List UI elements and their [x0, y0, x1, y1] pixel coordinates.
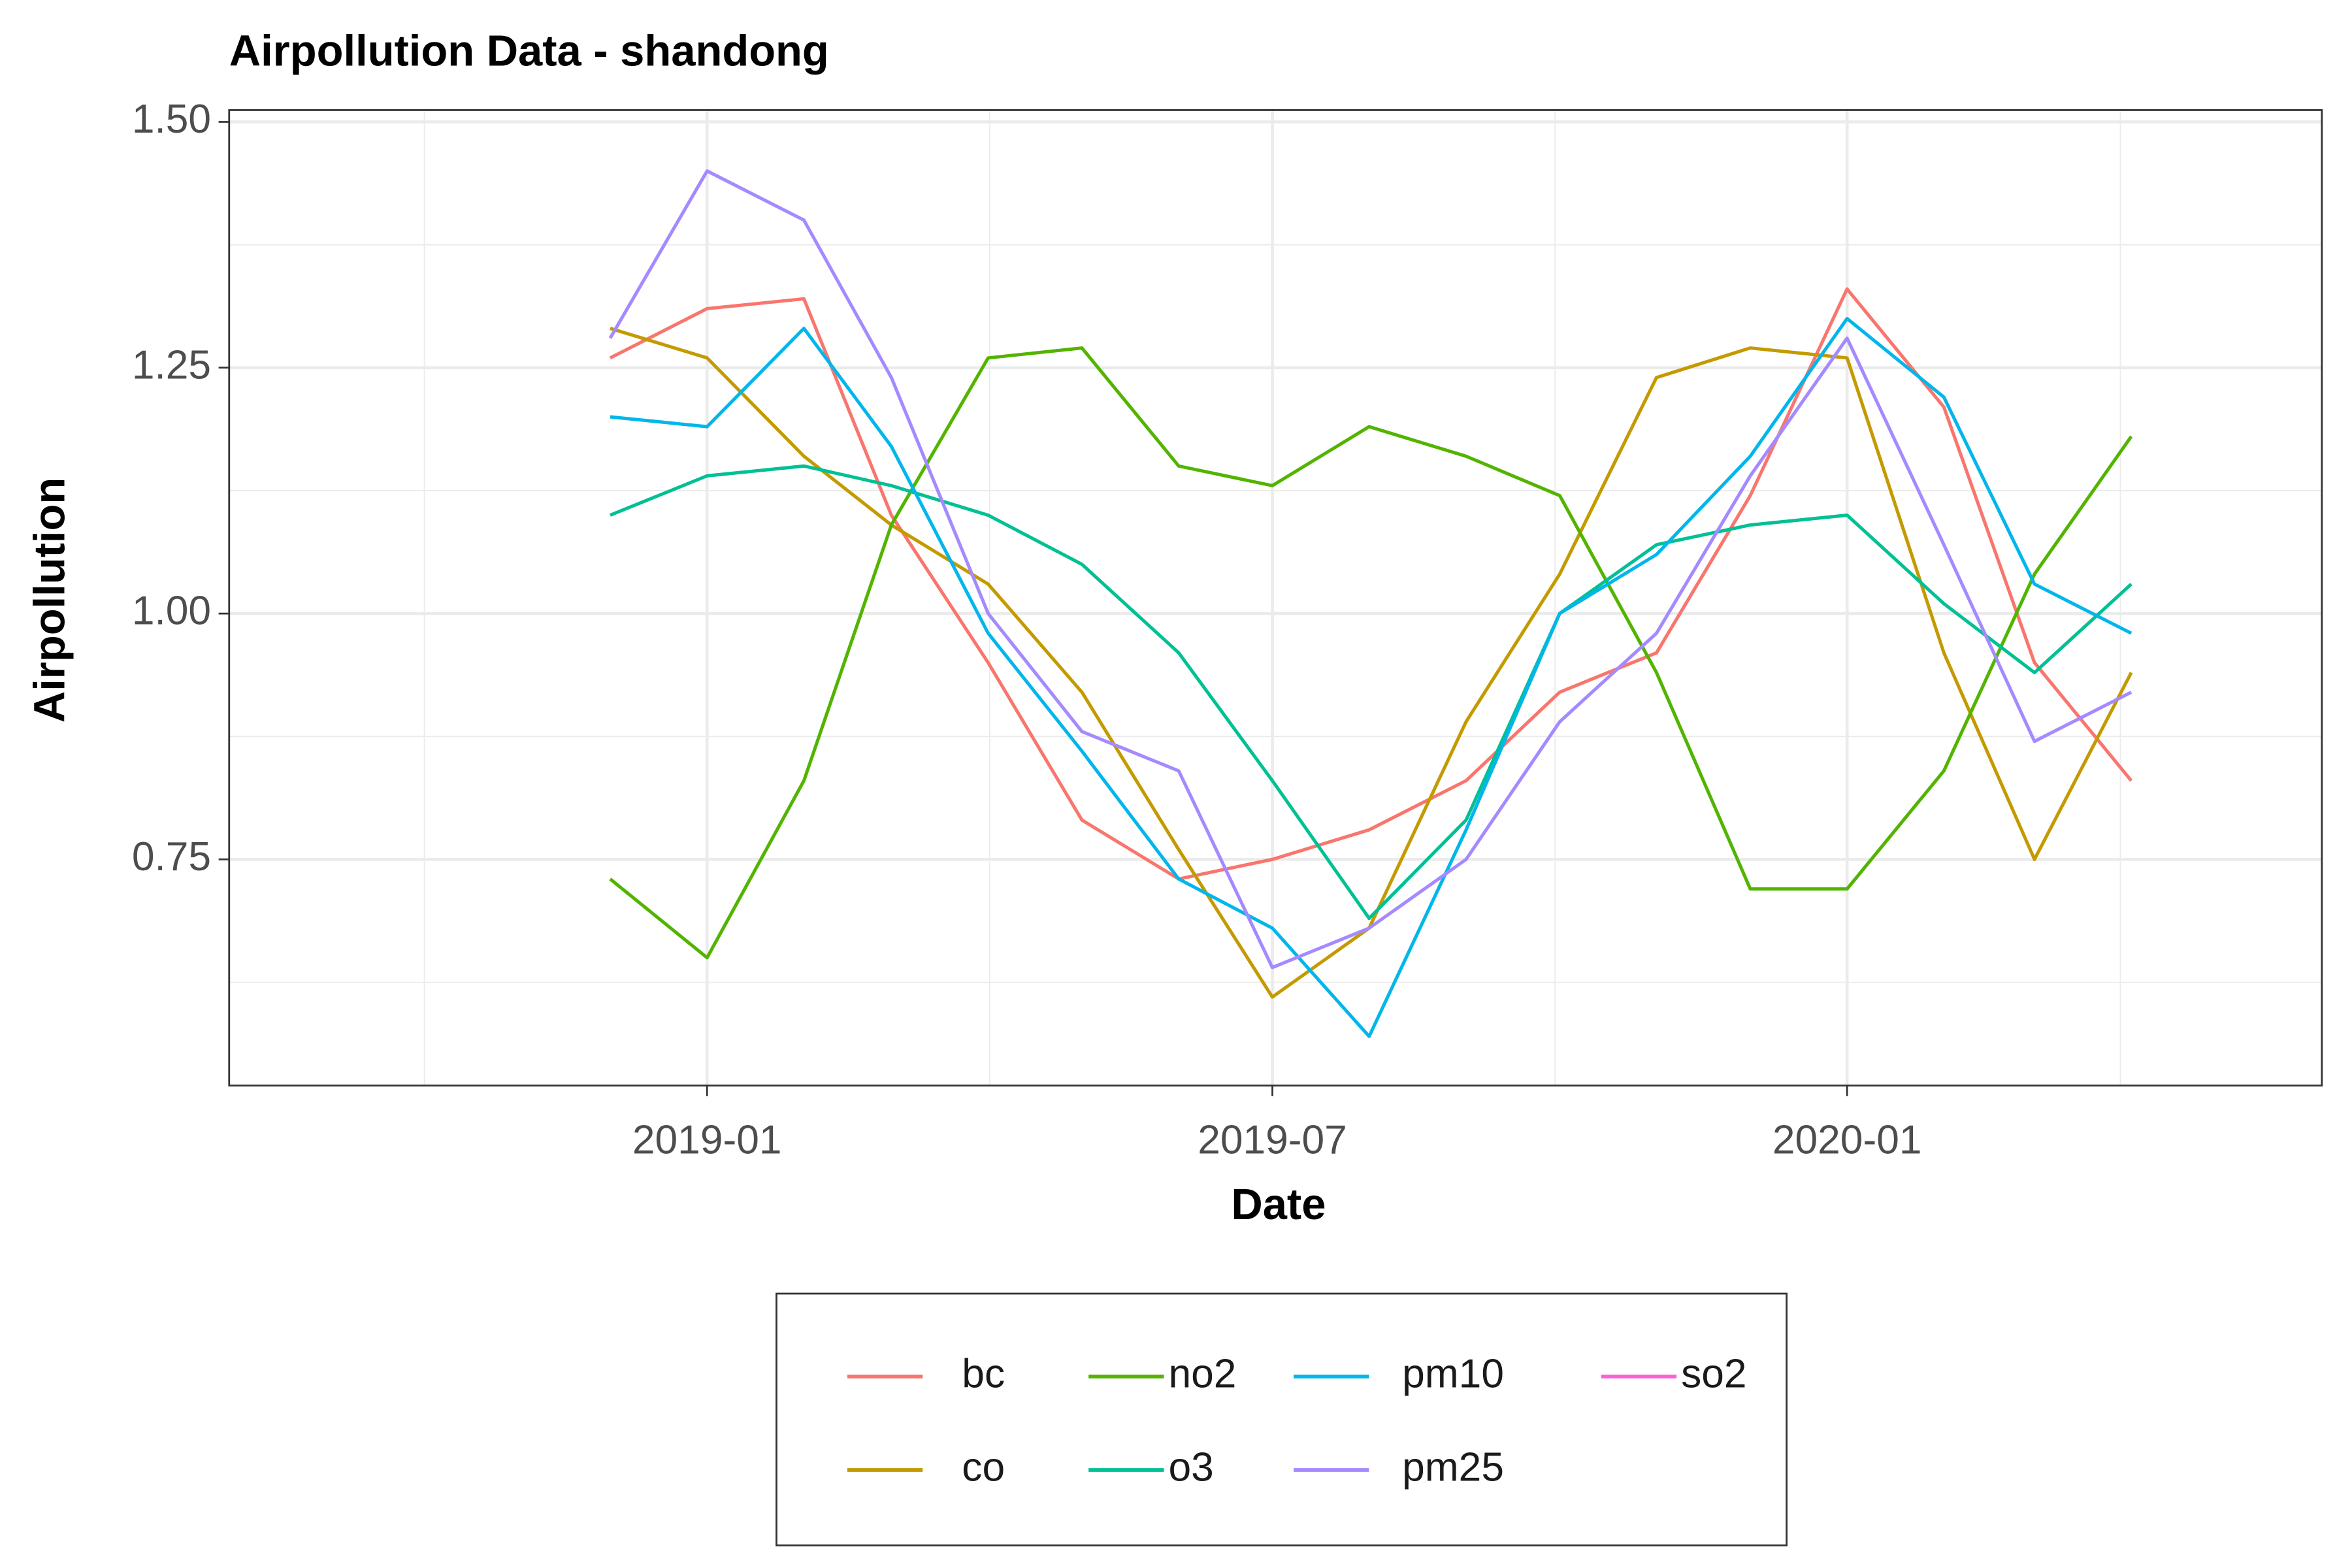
series-line [609, 287, 2133, 881]
legend-label: o3 [1168, 1445, 1213, 1490]
x-axis-title: Date [1231, 1180, 1326, 1229]
legend-label: no2 [1168, 1351, 1236, 1396]
legend-label: so2 [1681, 1351, 1746, 1396]
y-tick-label: 1.50 [132, 97, 211, 142]
legend-label: pm25 [1402, 1445, 1504, 1490]
y-axis-title: Airpollution [25, 478, 74, 723]
y-tick-label: 0.75 [132, 834, 211, 879]
series-line [608, 169, 2132, 970]
series-line [609, 346, 2133, 960]
legend-label: bc [962, 1351, 1005, 1396]
chart-title: Airpollution Data - shandong [229, 27, 829, 76]
legend-box [776, 1292, 1788, 1546]
y-tick-label: 1.25 [132, 342, 211, 387]
x-tick-label: 2019-07 [1198, 1118, 1347, 1163]
series-line [610, 317, 2132, 1038]
x-tick-label: 2019-01 [632, 1118, 782, 1163]
x-tick-label: 2020-01 [1772, 1118, 1922, 1163]
legend-label: pm10 [1402, 1351, 1504, 1396]
series-line [609, 464, 2132, 921]
y-tick-label: 1.00 [132, 589, 211, 634]
legend-label: co [962, 1445, 1005, 1490]
plot-border [228, 109, 2323, 1086]
